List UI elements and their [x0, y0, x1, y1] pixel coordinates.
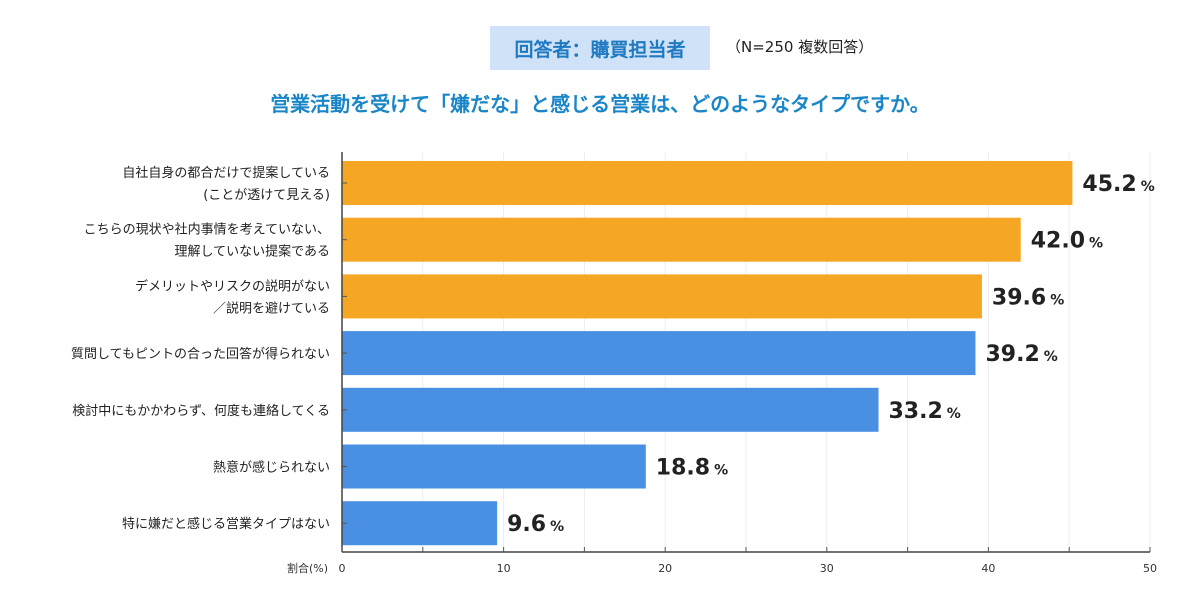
category-label: ／説明を避けている: [213, 300, 330, 316]
category-label: 自社自身の都合だけで提案している: [122, 165, 330, 181]
data-label: 9.6%: [507, 512, 564, 537]
bar: [342, 444, 646, 489]
category-label: デメリットやリスクの説明がない: [135, 278, 330, 294]
x-tick-label: 40: [981, 562, 995, 575]
sample-note: （N=250 複数回答）: [726, 38, 874, 56]
category-label: 熱意が感じられない: [213, 460, 330, 476]
bar: [342, 387, 879, 432]
category-label: こちらの現状や社内事情を考えていない、: [84, 222, 330, 238]
respondent-badge: 回答者：購買担当者: [490, 26, 710, 70]
chart-title: 営業活動を受けて「嫌だな」と感じる営業は、どのようなタイプですか。: [270, 92, 930, 116]
x-tick-label: 0: [339, 562, 346, 575]
bar: [342, 161, 1073, 205]
category-label: 検討中にもかかわらず、何度も連絡してくる: [72, 403, 330, 419]
data-label: 42.0%: [1031, 229, 1103, 254]
category-label: (ことが透けて見える): [203, 188, 330, 203]
x-tick-label: 30: [820, 562, 834, 575]
bar: [342, 274, 982, 319]
bar: [342, 501, 498, 546]
data-label: 39.6%: [992, 285, 1064, 310]
data-label: 45.2%: [1082, 172, 1154, 197]
x-tick-label: 20: [658, 562, 672, 575]
x-tick-label: 50: [1143, 562, 1157, 575]
bar: [342, 331, 976, 376]
data-label: 39.2%: [985, 342, 1057, 367]
category-label: 質問してもピントの合った回答が得られない: [71, 346, 330, 362]
category-label: 理解していない提案である: [175, 244, 330, 260]
data-label: 18.8%: [656, 456, 728, 481]
category-label: 特に嫌だと感じる営業タイプはない: [122, 516, 330, 532]
x-tick-label: 10: [497, 562, 511, 575]
x-axis-label: 割合(%): [287, 561, 328, 575]
data-label: 33.2%: [889, 399, 961, 424]
bar: [342, 217, 1021, 262]
